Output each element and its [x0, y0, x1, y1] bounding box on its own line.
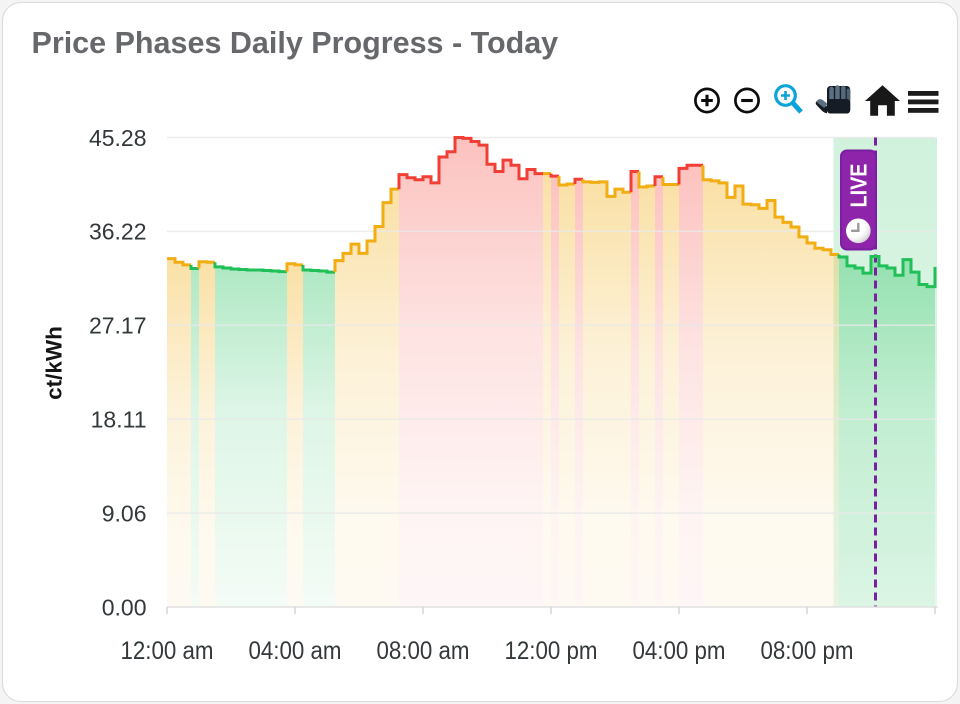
svg-text:12:00 pm: 12:00 pm — [505, 637, 598, 665]
svg-text:36.22: 36.22 — [89, 219, 147, 245]
svg-text:ct/kWh: ct/kWh — [42, 326, 67, 400]
svg-text:08:00 pm: 08:00 pm — [761, 637, 854, 665]
svg-text:04:00 am: 04:00 am — [249, 637, 342, 665]
svg-text:08:00 am: 08:00 am — [377, 637, 470, 665]
svg-text:18.11: 18.11 — [91, 407, 147, 433]
svg-text:04:00 pm: 04:00 pm — [633, 637, 726, 665]
svg-text:45.28: 45.28 — [89, 125, 147, 151]
svg-text:27.17: 27.17 — [89, 313, 147, 339]
svg-text:0.00: 0.00 — [102, 594, 147, 620]
svg-text:12:00 am: 12:00 am — [121, 637, 214, 665]
svg-text:LIVE: LIVE — [846, 164, 872, 208]
svg-text:9.06: 9.06 — [102, 500, 147, 526]
